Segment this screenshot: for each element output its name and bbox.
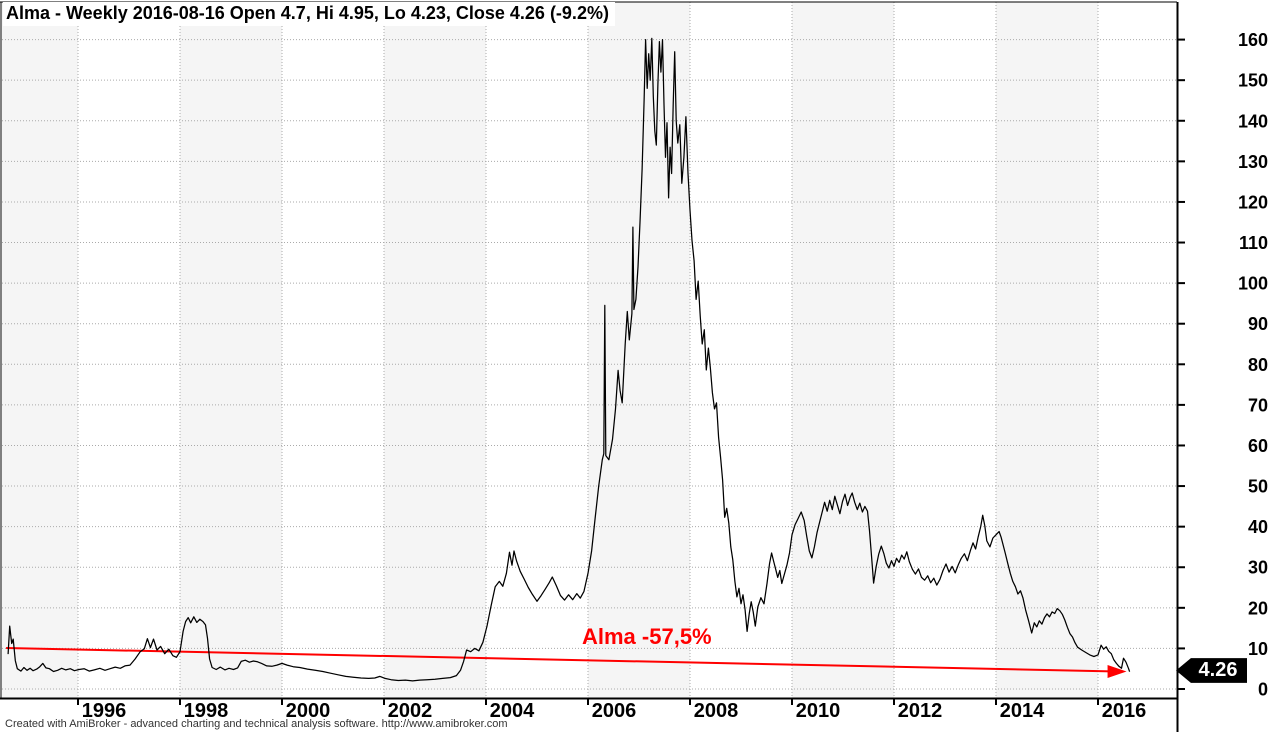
x-tick-label: 2004 xyxy=(490,700,535,722)
y-tick-label: 60 xyxy=(1248,436,1268,456)
background-band xyxy=(792,2,894,698)
y-tick-label: 160 xyxy=(1238,30,1268,50)
background-band xyxy=(996,2,1098,698)
y-tick-label: 10 xyxy=(1248,639,1268,659)
background-band xyxy=(384,2,486,698)
x-tick-label: 2002 xyxy=(388,700,433,722)
y-tick-label: 140 xyxy=(1238,111,1268,131)
x-tick-label: 2006 xyxy=(592,700,637,722)
y-tick-label: 110 xyxy=(1239,233,1268,253)
y-tick-label: 50 xyxy=(1248,477,1268,497)
y-tick-label: 100 xyxy=(1238,274,1268,294)
trend-annotation: Alma -57,5% xyxy=(582,624,712,649)
y-tick-label: 150 xyxy=(1238,71,1268,91)
y-tick-label: 30 xyxy=(1248,558,1268,578)
x-tick-label: 2014 xyxy=(1000,700,1045,722)
background-band xyxy=(180,2,282,698)
chart-title: Alma - Weekly 2016-08-16 Open 4.7, Hi 4.… xyxy=(3,2,615,26)
x-tick-label: 1996 xyxy=(82,700,127,722)
y-tick-label: 0 xyxy=(1258,680,1268,700)
x-tick-label: 1998 xyxy=(184,700,229,722)
x-tick-label: 2000 xyxy=(286,700,331,722)
footer-credit: Created with AmiBroker - advanced charti… xyxy=(5,718,508,730)
y-tick-label: 20 xyxy=(1248,598,1268,618)
y-tick-label: 80 xyxy=(1248,355,1268,375)
y-tick-label: 40 xyxy=(1248,517,1268,537)
background-band xyxy=(588,2,690,698)
y-tick-label: 70 xyxy=(1248,395,1268,415)
background-band xyxy=(2,2,78,698)
y-tick-label: 130 xyxy=(1238,152,1268,172)
x-tick-label: 2008 xyxy=(694,700,739,722)
trend-line xyxy=(6,647,1117,673)
y-tick-label: 120 xyxy=(1238,192,1268,212)
trend-arrow-icon xyxy=(1107,664,1127,678)
y-tick-label: 90 xyxy=(1248,314,1268,334)
x-tick-label: 2012 xyxy=(898,700,943,722)
x-tick-label: 2010 xyxy=(796,700,841,722)
last-price-tag-value: 4.26 xyxy=(1198,659,1238,681)
last-price-tag: 4.26 xyxy=(1176,658,1247,683)
x-tick-label: 2016 xyxy=(1102,700,1147,722)
price-line-series xyxy=(7,37,1131,682)
